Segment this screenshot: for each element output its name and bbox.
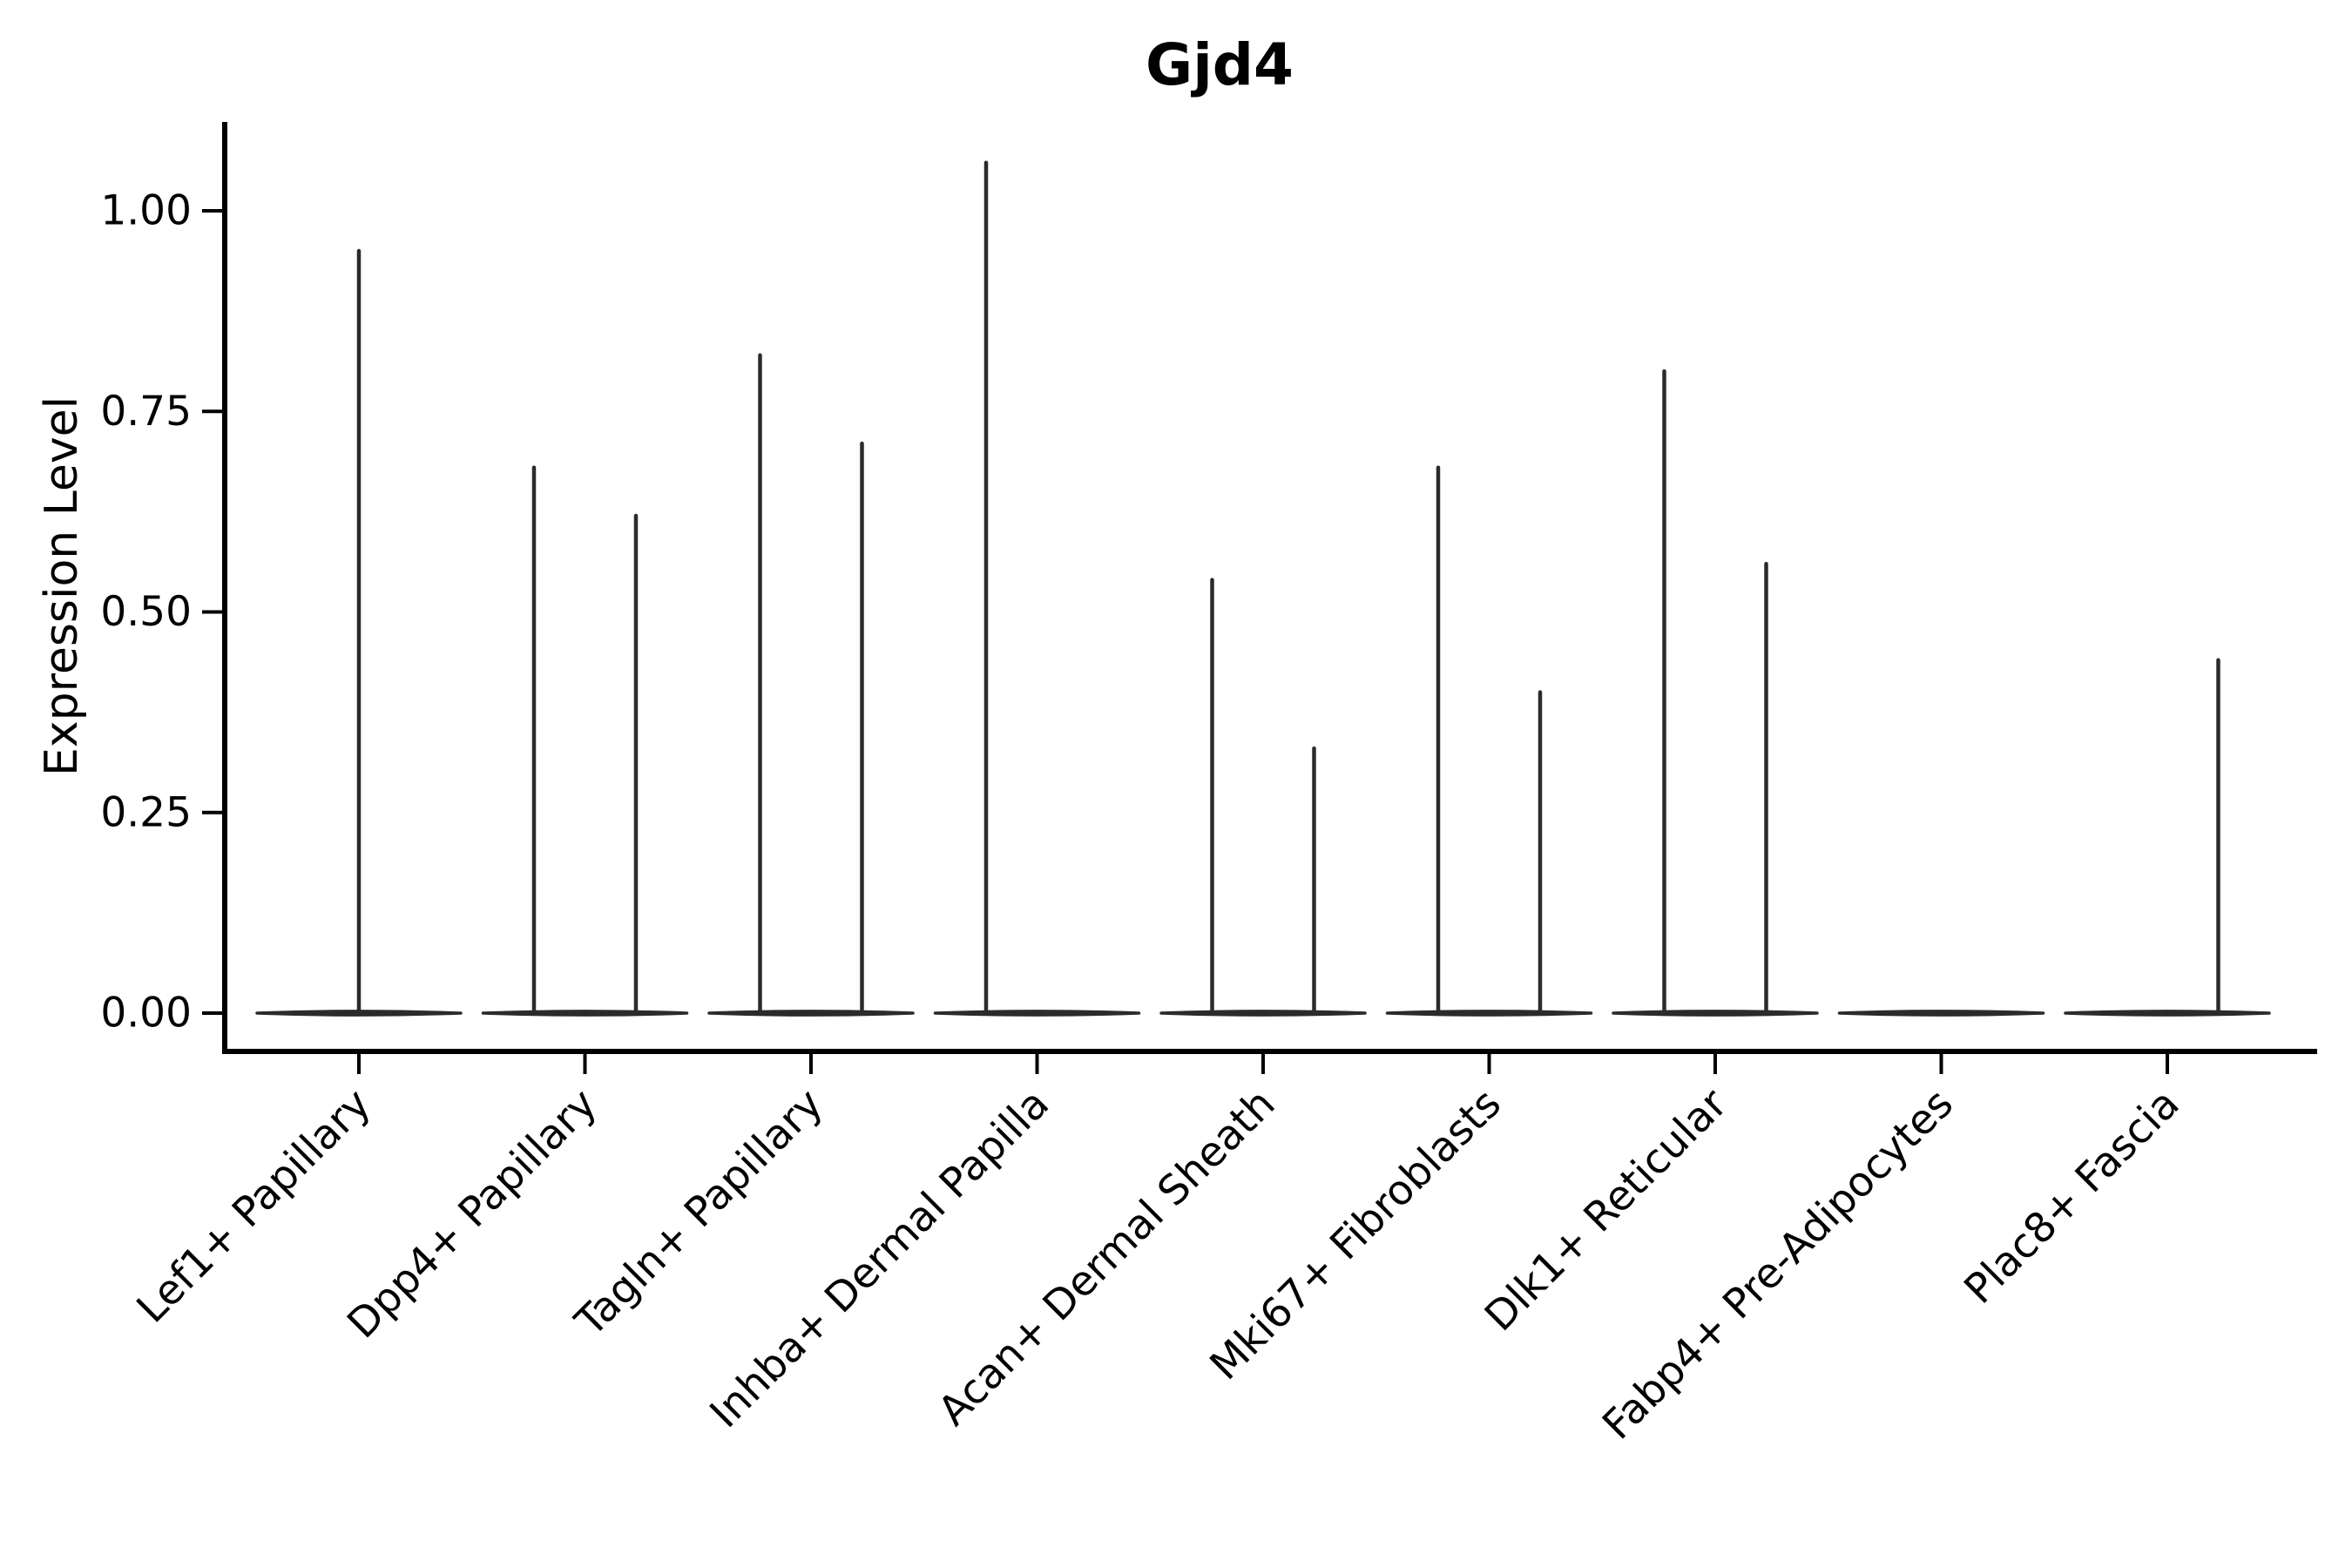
violin-baseline [707,1010,915,1017]
x-tick-label: Dlk1+ Reticular [1476,1079,1737,1341]
y-tick-label: 0.50 [100,588,192,636]
violin-baseline [1837,1010,2045,1017]
y-tick-label: 0.00 [100,990,192,1037]
x-tick-label: Tagln+ Papillary [566,1080,833,1347]
violin-baseline [1159,1010,1367,1017]
y-tick-label: 0.25 [100,788,192,836]
violin-baseline [933,1010,1141,1017]
violin-baseline [1612,1010,1819,1017]
violin-baseline [481,1010,689,1017]
y-tick-label: 0.75 [100,388,192,436]
y-tick-label: 1.00 [100,187,192,235]
violin-baseline [1385,1010,1593,1017]
chart-title: Gjd4 [1146,31,1294,98]
plot-area: 0.00 0.25 0.50 0.75 1.00 Lef1+ PapillaryDpp4+… [100,122,2317,1449]
x-tick-label: Plac8+ Fascia [1956,1080,2189,1314]
violin-baseline [2064,1010,2271,1017]
y-axis-label: Expression Level [36,396,88,776]
x-tick-label: Dpp4+ Papillary [338,1080,606,1348]
x-tick-label: Lef1+ Papillary [128,1080,381,1333]
